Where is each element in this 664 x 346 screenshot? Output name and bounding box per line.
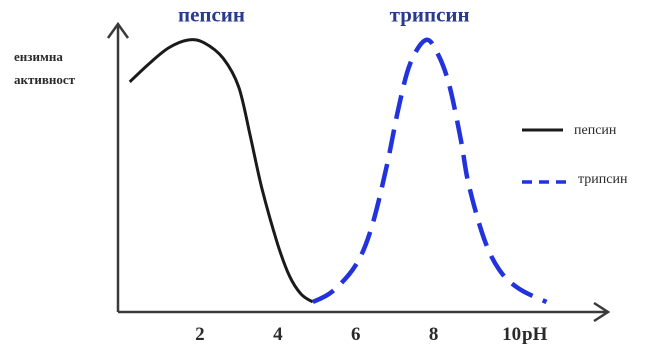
pepsin-line bbox=[128, 38, 314, 304]
x-tick-label: 10 bbox=[502, 324, 521, 345]
y-axis-label-line1: ензимна bbox=[14, 49, 63, 64]
legend: пепсин трипсин bbox=[522, 123, 628, 187]
legend-label-pepsin: пепсин bbox=[574, 123, 617, 138]
y-axis-arrow bbox=[106, 21, 130, 39]
x-tick-label: 2 bbox=[195, 324, 205, 345]
x-tick-label: 4 bbox=[273, 324, 283, 345]
legend-label-trypsin: трипсин bbox=[578, 172, 628, 187]
x-axis-arrow bbox=[593, 301, 611, 323]
pepsin-peak-label: пепсин bbox=[178, 3, 245, 27]
x-axis-label: pH bbox=[522, 324, 548, 345]
x-tick-label: 8 bbox=[429, 324, 439, 345]
trypsin-line bbox=[311, 37, 548, 305]
trypsin-peak-label: трипсин bbox=[390, 3, 470, 27]
x-tick-label: 6 bbox=[351, 324, 361, 345]
y-axis-label-line2: активност bbox=[14, 72, 76, 87]
